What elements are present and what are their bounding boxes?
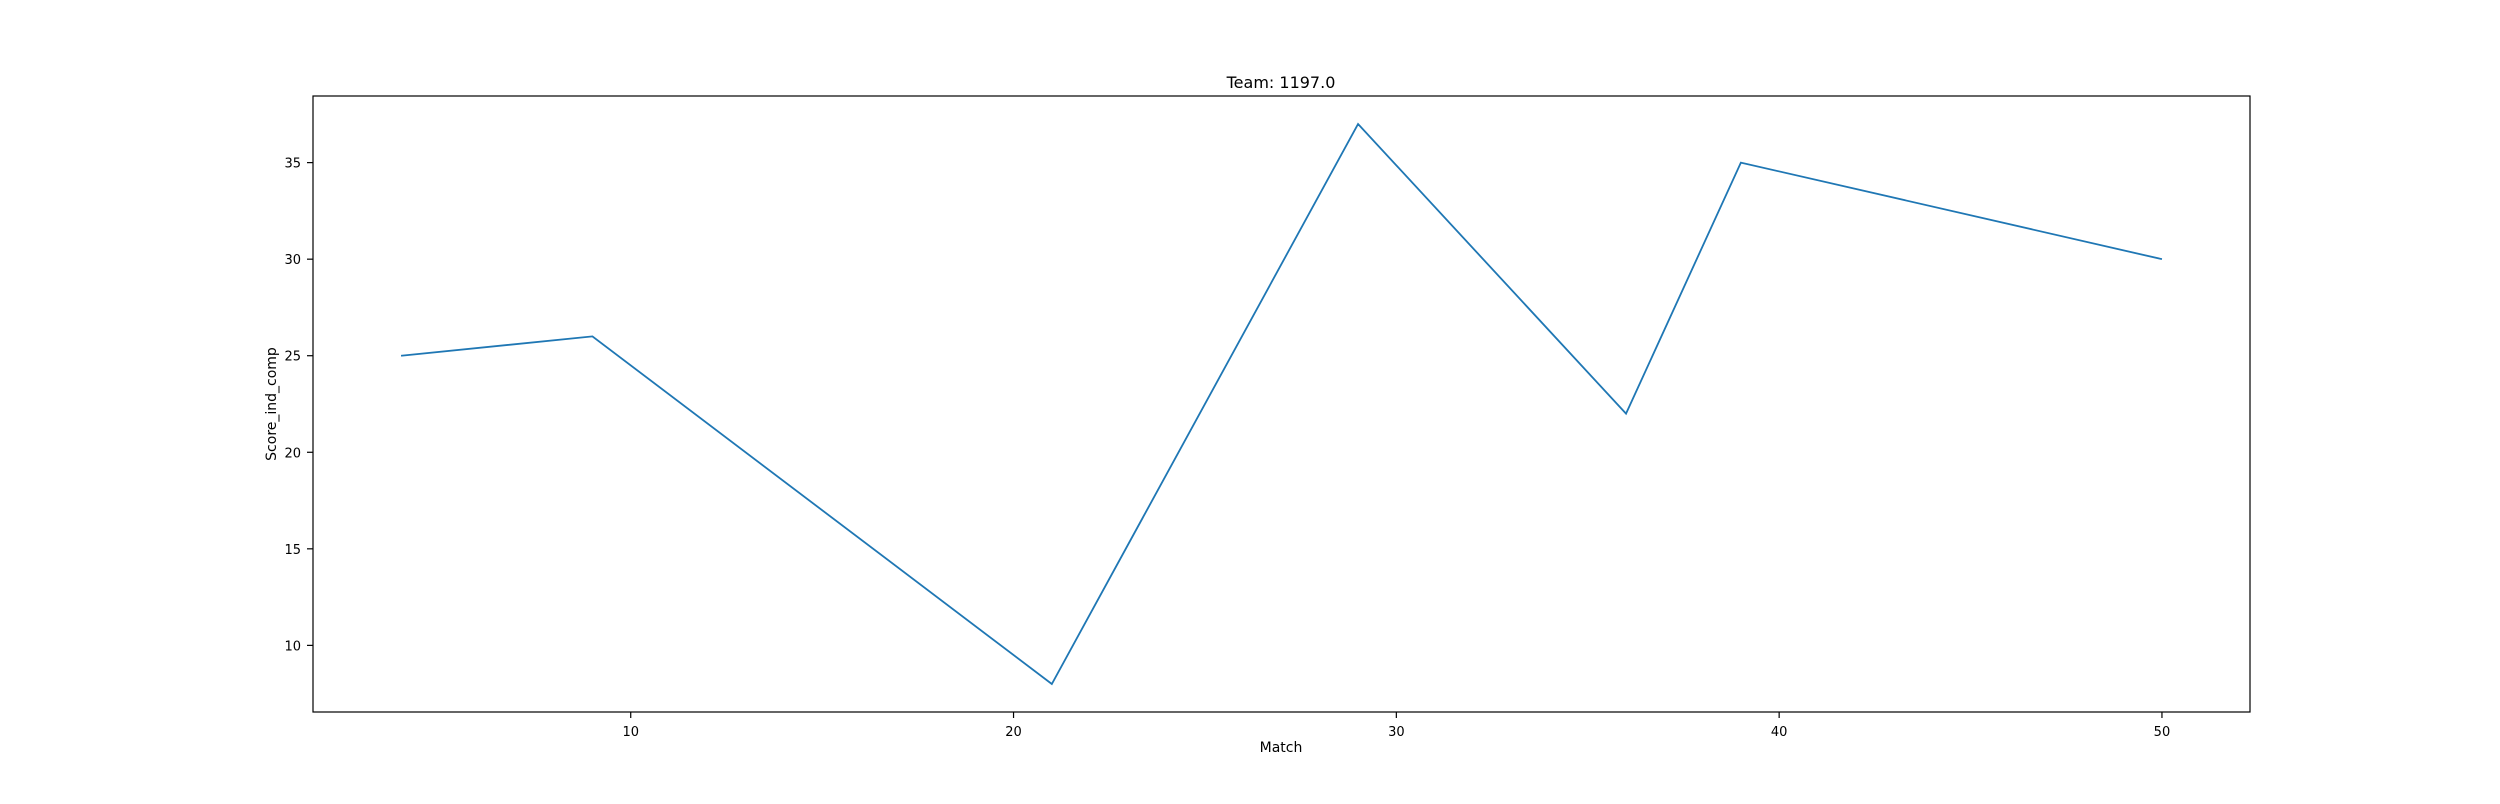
y-tick-label: 15 [284, 543, 301, 558]
x-axis-label: Match [1260, 740, 1303, 756]
series-layer [400, 122, 2163, 686]
x-tick-label: 10 [622, 725, 639, 740]
plot-area [312, 95, 2251, 713]
x-tick-label: 50 [2154, 725, 2171, 740]
x-tick-label: 40 [1771, 725, 1788, 740]
y-tick-label: 30 [284, 253, 301, 268]
chart-title: Team: 1197.0 [1226, 73, 1336, 92]
y-axis-ticks: 10 15 20 25 30 35 [284, 157, 313, 654]
x-tick-label: 30 [1388, 725, 1405, 740]
x-axis-ticks: 10 20 30 40 50 [622, 712, 2170, 740]
y-axis-label: Score_ind_comp [264, 347, 280, 461]
plot-frame [312, 95, 2251, 713]
y-tick-label: 25 [284, 350, 301, 365]
y-tick-label: 20 [284, 446, 301, 461]
y-tick-label: 35 [284, 157, 301, 172]
y-tick-label: 10 [284, 639, 301, 654]
x-tick-label: 20 [1005, 725, 1022, 740]
series-line [400, 122, 2163, 686]
